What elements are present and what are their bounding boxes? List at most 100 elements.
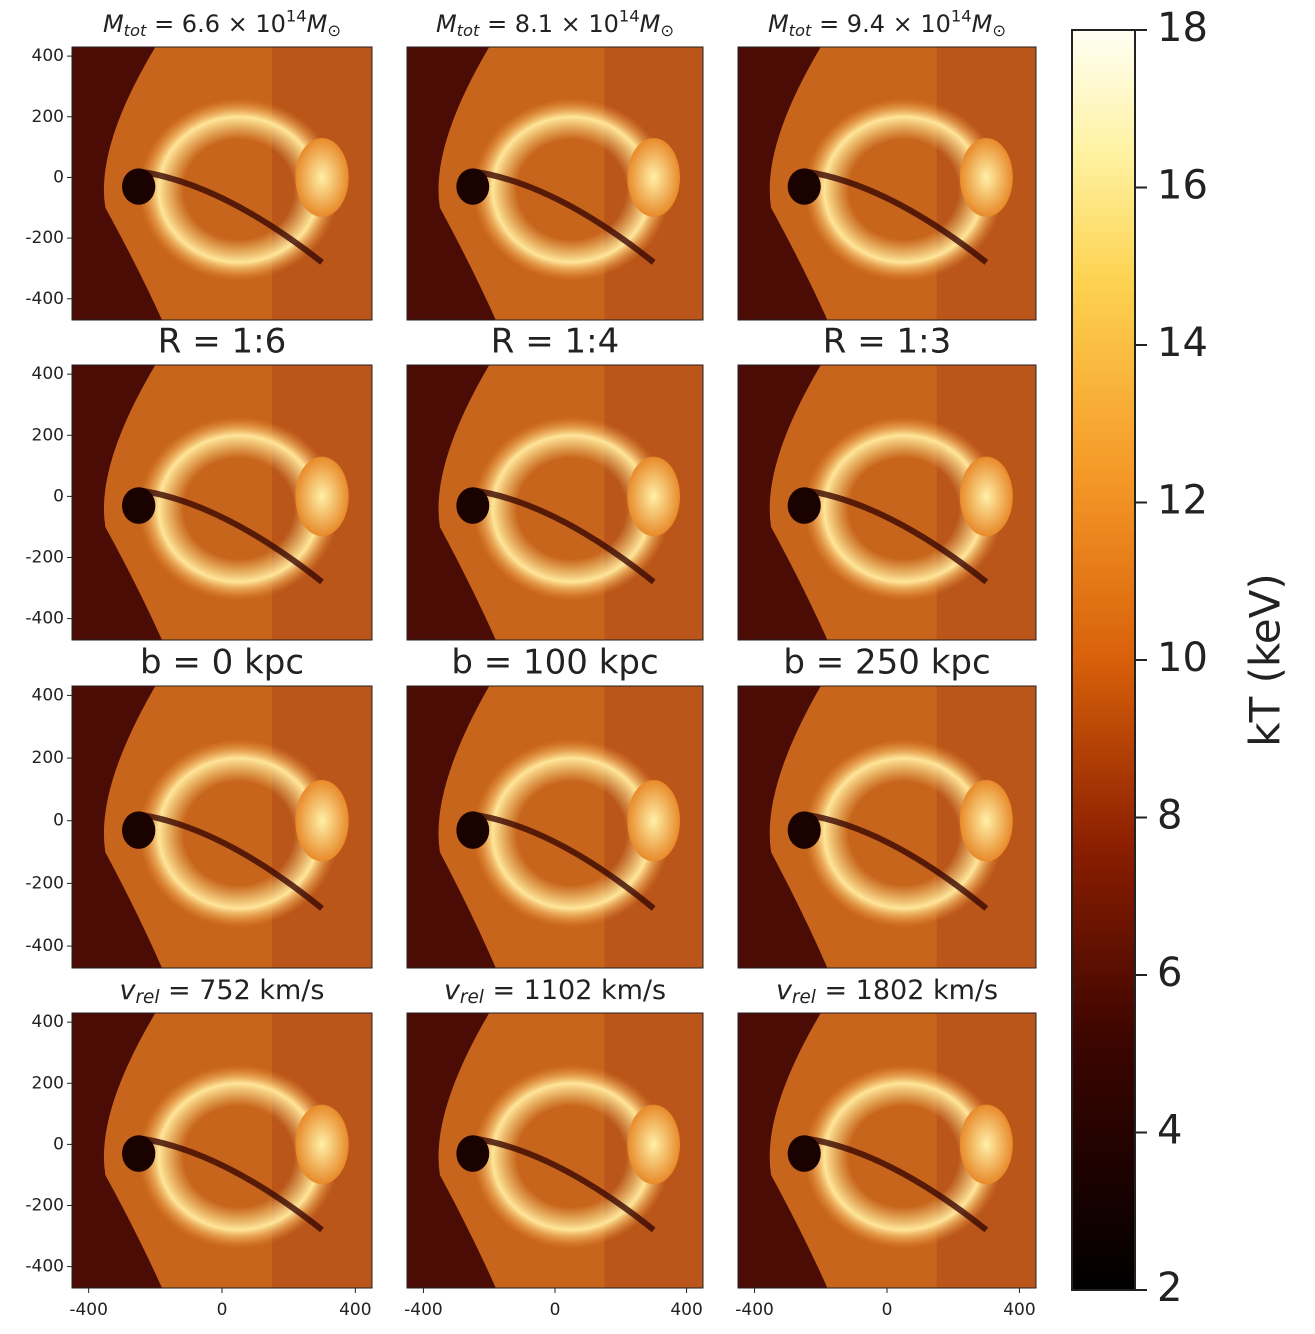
colorbar-tick-label: 2 [1157, 1265, 1182, 1311]
cool-core [122, 1135, 155, 1172]
title-unit-subscript: ⊙ [327, 21, 341, 40]
title-text: = 6.6 × 10 [146, 10, 285, 38]
title-text: = 1102 km/s [484, 975, 666, 1006]
title-superscript: 14 [619, 6, 640, 25]
y-tick-label: -400 [25, 1257, 64, 1277]
y-tick-label: -200 [25, 1196, 64, 1216]
title-subscript: rel [136, 987, 161, 1008]
heatmap [72, 1013, 372, 1288]
panel-title: R = 1:3 [823, 322, 951, 362]
colorbar [1072, 30, 1135, 1290]
y-tick-label: 0 [53, 486, 64, 506]
hot-lens [960, 1105, 1013, 1184]
hot-lens [627, 138, 680, 217]
heatmap [738, 686, 1036, 968]
title-subscript: tot [124, 21, 147, 40]
hot-lens [627, 780, 680, 861]
x-tick-label: 0 [217, 1300, 228, 1320]
title-symbol: M [436, 10, 457, 38]
hot-lens [295, 138, 348, 217]
colorbar-tick-label: 8 [1157, 793, 1182, 839]
y-tick-label: -400 [25, 609, 64, 629]
title-subscript: rel [792, 987, 817, 1008]
heatmap [72, 365, 372, 640]
title-unit: M [972, 10, 993, 38]
cool-core [788, 811, 821, 849]
heatmap [72, 47, 372, 320]
y-tick-label: 0 [53, 1134, 64, 1154]
x-tick-label: 0 [882, 1300, 893, 1320]
title-text: = 1802 km/s [816, 975, 998, 1006]
title-symbol: v [120, 975, 137, 1006]
heatmap [407, 365, 703, 640]
heatmap [738, 1013, 1036, 1288]
title-text: = 8.1 × 10 [479, 10, 618, 38]
x-tick-label: 400 [670, 1300, 702, 1320]
title-symbol: v [776, 975, 793, 1006]
cool-core [788, 168, 821, 204]
title-subscript: tot [457, 21, 480, 40]
title-subscript: rel [460, 987, 485, 1008]
heatmap [407, 1013, 703, 1288]
panel-title: vrel = 1802 km/s [776, 975, 998, 1008]
y-tick-label: 200 [32, 1073, 64, 1093]
colorbar-tick-label: 10 [1157, 635, 1208, 681]
cool-core [788, 487, 821, 524]
y-tick-label: 0 [53, 811, 64, 831]
title-symbol: M [103, 10, 124, 38]
panel-title: b = 0 kpc [140, 643, 304, 683]
y-tick-label: -200 [25, 228, 64, 248]
panel-title: vrel = 1102 km/s [444, 975, 666, 1008]
title-symbol: M [768, 10, 789, 38]
title-text: = 9.4 × 10 [811, 10, 950, 38]
title-unit: M [640, 10, 661, 38]
heatmap [407, 686, 703, 968]
cool-core [122, 811, 155, 849]
colorbar-tick-label: 4 [1157, 1108, 1182, 1154]
hot-lens [627, 1105, 680, 1184]
title-unit-subscript: ⊙ [660, 21, 674, 40]
title-unit-subscript: ⊙ [992, 21, 1006, 40]
heatmap [72, 686, 372, 968]
figure: Mtot = 6.6 × 1014M⊙-400-2000200400Mtot =… [0, 0, 1315, 1330]
cool-core [788, 1135, 821, 1172]
panel-title: Mtot = 6.6 × 1014M⊙ [103, 6, 341, 39]
hot-lens [295, 780, 348, 861]
hot-lens [960, 138, 1013, 217]
hot-lens [627, 457, 680, 536]
panel-title: Mtot = 9.4 × 1014M⊙ [768, 6, 1006, 39]
heatmap [738, 47, 1036, 320]
hot-lens [295, 1105, 348, 1184]
title-subscript: tot [789, 21, 812, 40]
title-superscript: 14 [286, 6, 307, 25]
hot-lens [295, 457, 348, 536]
y-tick-label: -400 [25, 936, 64, 956]
title-text: = 752 km/s [159, 975, 324, 1006]
hot-lens [960, 780, 1013, 861]
y-tick-label: -200 [25, 873, 64, 893]
cool-core [456, 811, 489, 849]
hot-lens [960, 457, 1013, 536]
heatmap [738, 365, 1036, 640]
colorbar-tick-label: 14 [1157, 320, 1208, 366]
y-tick-label: 400 [32, 46, 64, 66]
y-tick-label: 200 [32, 107, 64, 127]
title-unit: M [307, 10, 328, 38]
colorbar-label: kT (keV) [1241, 573, 1290, 747]
y-tick-label: 400 [32, 685, 64, 705]
cool-core [456, 1135, 489, 1172]
panel-title: b = 100 kpc [451, 643, 658, 683]
heatmap [407, 47, 703, 320]
panel-title: Mtot = 8.1 × 1014M⊙ [436, 6, 674, 39]
cool-core [122, 168, 155, 204]
colorbar-tick-label: 6 [1157, 950, 1182, 996]
x-tick-label: -400 [404, 1300, 443, 1320]
x-tick-label: -400 [69, 1300, 108, 1320]
x-tick-label: -400 [735, 1300, 774, 1320]
y-tick-label: -400 [25, 289, 64, 309]
panel-title: R = 1:4 [491, 322, 619, 362]
panel-title: vrel = 752 km/s [120, 975, 325, 1008]
cool-core [456, 168, 489, 204]
colorbar-tick-label: 18 [1157, 5, 1208, 51]
colorbar-tick-label: 16 [1157, 163, 1208, 209]
